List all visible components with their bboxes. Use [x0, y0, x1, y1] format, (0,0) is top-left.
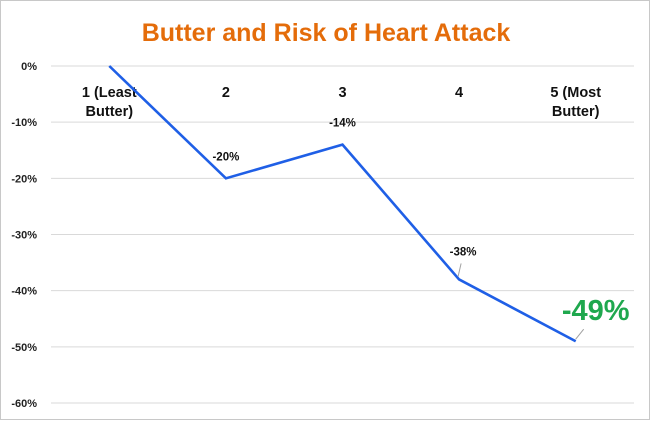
- category-label: 2: [222, 85, 230, 101]
- grid-lines: [51, 65, 634, 404]
- data-label-leader: [457, 263, 462, 277]
- category-label: 5 (Most Butter): [550, 85, 601, 120]
- category-label: 4: [455, 85, 463, 101]
- y-tick-label: -40%: [11, 286, 37, 298]
- y-tick-label: 0%: [21, 61, 37, 73]
- data-label: -14%: [329, 118, 356, 130]
- category-label: 1 (Least Butter): [82, 85, 137, 120]
- y-tick-label: -20%: [11, 173, 37, 185]
- data-labels: -20% -14% -38% -49%: [212, 118, 630, 340]
- y-tick-label: -10%: [11, 117, 37, 129]
- series-line: [108, 65, 577, 343]
- y-tick-label: -50%: [11, 342, 37, 354]
- data-label: -20%: [212, 151, 239, 163]
- series-line-path: [108, 65, 577, 343]
- category-label: 3: [338, 85, 346, 101]
- y-tick-label: -60%: [11, 398, 37, 410]
- chart-title: Butter and Risk of Heart Attack: [142, 19, 511, 47]
- y-tick-label: -30%: [11, 230, 37, 242]
- data-label: -38%: [450, 246, 477, 258]
- data-label-leader: [575, 328, 585, 340]
- data-label-highlight: -49%: [562, 295, 630, 327]
- category-labels: 1 (Least Butter) 2 3 4 5 (Most Butter): [82, 85, 601, 120]
- y-axis-labels: 0% -10% -20% -30% -40% -50% -60%: [11, 61, 37, 410]
